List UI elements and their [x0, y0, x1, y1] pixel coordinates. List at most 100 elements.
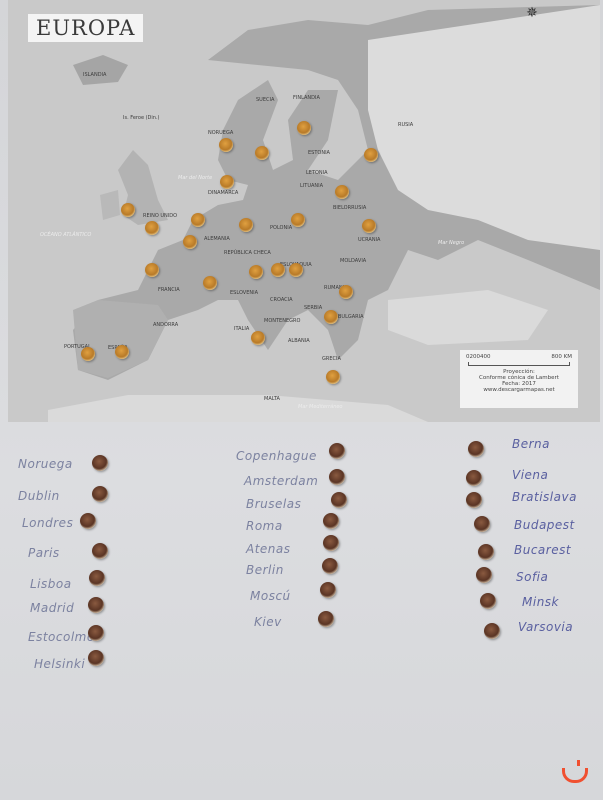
land-turkey — [388, 290, 548, 345]
worksheet-pin[interactable] — [92, 486, 108, 502]
map-date: Fecha: 2017 — [502, 381, 536, 387]
map-website: www.descargarmapas.net — [483, 387, 555, 393]
handwritten-city-label: Bucarest — [514, 543, 572, 557]
country-label: GRECIA — [322, 356, 341, 362]
worksheet-pin[interactable] — [466, 470, 482, 486]
map-pin[interactable] — [362, 219, 376, 233]
map-pin[interactable] — [291, 213, 305, 227]
land-iberia — [73, 300, 168, 378]
worksheet-pin[interactable] — [92, 543, 108, 559]
map-pin[interactable] — [324, 310, 338, 324]
handwritten-city-label: Varsovia — [518, 620, 574, 634]
worksheet-pin[interactable] — [476, 567, 492, 583]
country-label: ALBANIA — [288, 338, 310, 344]
country-label: UCRANIA — [358, 237, 381, 243]
sea-label: Mar Mediterráneo — [298, 404, 343, 410]
map-pin[interactable] — [183, 235, 197, 249]
worksheet-pin[interactable] — [466, 492, 482, 508]
worksheet-pin[interactable] — [323, 535, 339, 551]
map-pin[interactable] — [145, 221, 159, 235]
handwritten-city-label: Helsinki — [34, 657, 86, 671]
projection-label: Proyección: — [503, 369, 535, 375]
map-pin[interactable] — [339, 285, 353, 299]
europe-map: EUROPA ✵ ISLANDIA SUECIA FINLANDIA RUSIA NOR… — [8, 0, 600, 422]
country-label: SERBIA — [304, 305, 323, 311]
map-pin[interactable] — [220, 175, 234, 189]
worksheet-pin[interactable] — [320, 582, 336, 598]
map-pin[interactable] — [364, 148, 378, 162]
handwritten-city-label: Paris — [28, 546, 60, 560]
worksheet-pin[interactable] — [322, 558, 338, 574]
worksheet-pin[interactable] — [468, 441, 484, 457]
land-iceland — [73, 55, 128, 85]
handwritten-city-label: Budapest — [514, 518, 575, 532]
map-pin[interactable] — [326, 370, 340, 384]
handwritten-city-label: Madrid — [30, 601, 75, 615]
map-pin[interactable] — [297, 121, 311, 135]
country-label: ANDORRA — [153, 322, 179, 328]
country-label: BULGARIA — [338, 314, 364, 320]
map-pin[interactable] — [81, 347, 95, 361]
worksheet-pin[interactable] — [318, 611, 334, 627]
worksheet-pin[interactable] — [329, 443, 345, 459]
worksheet-pin[interactable] — [478, 544, 494, 560]
handwritten-city-label: Minsk — [522, 595, 559, 609]
country-label: REPÚBLICA CHECA — [224, 250, 271, 256]
sea-label: Mar del Norte — [178, 175, 213, 181]
country-label: FINLANDIA — [293, 95, 320, 101]
handwritten-city-label: Viena — [512, 468, 549, 482]
country-label: ESLOVENIA — [230, 290, 259, 296]
country-label: POLONIA — [270, 225, 293, 231]
scale-bar — [468, 362, 570, 366]
map-pin[interactable] — [145, 263, 159, 277]
country-label: LETONIA — [306, 170, 328, 176]
handwritten-city-label: Berna — [512, 437, 551, 451]
map-pin[interactable] — [255, 146, 269, 160]
worksheet-pin[interactable] — [480, 593, 496, 609]
worksheet-pin[interactable] — [331, 492, 347, 508]
map-pin[interactable] — [219, 138, 233, 152]
handwritten-city-label: Roma — [246, 519, 283, 533]
handwritten-city-label: Noruega — [18, 457, 73, 471]
handwritten-city-label: Copenhague — [236, 449, 317, 463]
worksheet-pin[interactable] — [484, 623, 500, 639]
handwritten-city-label: Dublin — [18, 489, 60, 503]
worksheet-pin[interactable] — [88, 597, 104, 613]
worksheet-pin[interactable] — [88, 650, 104, 666]
country-label: ITALIA — [234, 326, 250, 332]
handwritten-city-label: Bratislava — [512, 490, 577, 504]
worksheet-pin[interactable] — [329, 469, 345, 485]
country-label: REINO UNIDO — [143, 213, 178, 219]
handwritten-city-label: Sofia — [516, 570, 549, 584]
map-pin[interactable] — [251, 331, 265, 345]
worksheet-pin[interactable] — [89, 570, 105, 586]
worksheet-pin[interactable] — [88, 625, 104, 641]
projection: Conforme cónica de Lambert — [479, 375, 559, 381]
handwritten-city-label: Bruselas — [246, 497, 302, 511]
map-pin[interactable] — [203, 276, 217, 290]
land-africa — [48, 395, 428, 422]
compass-rose-icon: ✵ — [526, 5, 538, 21]
scale-tick: 800 KM — [551, 354, 572, 360]
map-pin[interactable] — [115, 345, 129, 359]
map-pin[interactable] — [289, 263, 303, 277]
worksheet-pin[interactable] — [80, 513, 96, 529]
watermark-logo — [562, 760, 588, 783]
worksheet-pin[interactable] — [474, 516, 490, 532]
handwritten-city-label: Amsterdam — [244, 474, 319, 488]
country-label: RUSIA — [398, 122, 414, 128]
map-pin[interactable] — [335, 185, 349, 199]
map-pin[interactable] — [249, 265, 263, 279]
country-label: LITUANIA — [300, 183, 324, 189]
worksheet-pin[interactable] — [323, 513, 339, 529]
map-pin[interactable] — [121, 203, 135, 217]
country-label: RUMANIA — [324, 285, 348, 291]
map-pin[interactable] — [191, 213, 205, 227]
handwritten-city-label: Estocolmo — [28, 630, 95, 644]
country-label: ALEMANIA — [204, 236, 230, 242]
sea-label: OCÉANO ATLÁNTICO — [40, 232, 92, 238]
map-pin[interactable] — [271, 263, 285, 277]
map-pin[interactable] — [239, 218, 253, 232]
worksheet-pin[interactable] — [92, 455, 108, 471]
map-title: EUROPA — [28, 14, 144, 42]
